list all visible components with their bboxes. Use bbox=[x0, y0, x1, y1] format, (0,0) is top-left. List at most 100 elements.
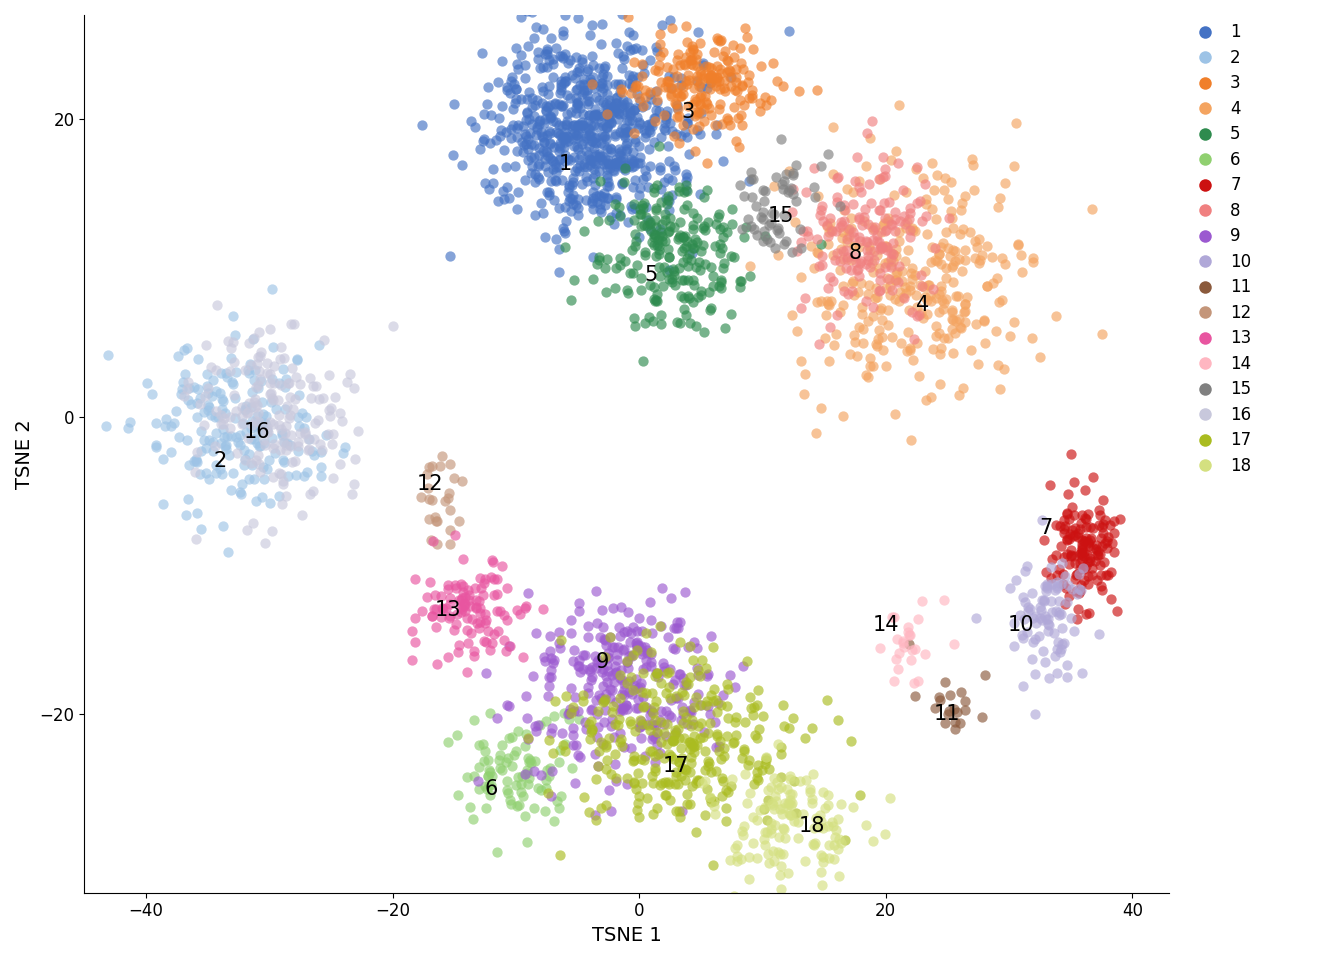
Point bbox=[673, 240, 695, 255]
Point bbox=[836, 242, 857, 257]
Point bbox=[421, 492, 442, 507]
Point bbox=[293, 420, 314, 436]
Point bbox=[866, 280, 887, 296]
Point bbox=[656, 108, 677, 123]
Point bbox=[254, 417, 276, 432]
Point bbox=[218, 334, 239, 349]
Point bbox=[1058, 557, 1079, 572]
Point bbox=[477, 768, 499, 783]
Point bbox=[581, 703, 602, 718]
Point bbox=[288, 443, 309, 458]
Point bbox=[888, 258, 910, 274]
Point bbox=[831, 835, 852, 851]
Point bbox=[602, 667, 624, 683]
Point bbox=[606, 154, 628, 169]
Point bbox=[827, 169, 848, 184]
Point bbox=[1035, 583, 1056, 598]
Point bbox=[673, 272, 695, 287]
Point bbox=[585, 106, 606, 121]
Point bbox=[910, 267, 931, 282]
Point bbox=[589, 252, 610, 268]
Point bbox=[738, 67, 759, 83]
Point bbox=[1070, 546, 1091, 562]
Point bbox=[646, 178, 668, 193]
Point bbox=[155, 419, 176, 434]
Point bbox=[911, 278, 933, 294]
Point bbox=[535, 102, 556, 117]
Point bbox=[505, 91, 527, 107]
Point bbox=[226, 445, 247, 461]
Point bbox=[640, 722, 661, 737]
Point bbox=[876, 270, 898, 285]
Point bbox=[626, 803, 648, 818]
Point bbox=[482, 555, 504, 570]
Point bbox=[644, 730, 665, 745]
Point bbox=[594, 100, 616, 115]
Point bbox=[800, 781, 821, 797]
Point bbox=[945, 714, 966, 730]
Point bbox=[716, 53, 738, 68]
Point bbox=[531, 124, 552, 139]
Point bbox=[500, 121, 521, 136]
Point bbox=[585, 89, 606, 105]
Point bbox=[667, 690, 688, 706]
Point bbox=[696, 667, 718, 683]
Point bbox=[599, 140, 621, 156]
Point bbox=[249, 363, 270, 378]
Point bbox=[685, 824, 707, 839]
Point bbox=[458, 588, 480, 603]
Point bbox=[754, 825, 775, 840]
Point bbox=[439, 596, 461, 612]
Point bbox=[875, 255, 896, 271]
Point bbox=[620, 103, 641, 118]
Point bbox=[672, 804, 694, 819]
Point bbox=[723, 734, 745, 750]
Point bbox=[870, 172, 891, 187]
Point bbox=[1030, 611, 1051, 626]
Point bbox=[418, 512, 439, 527]
Text: 8: 8 bbox=[848, 243, 862, 263]
Point bbox=[771, 806, 793, 822]
Point bbox=[523, 31, 544, 46]
Point bbox=[563, 703, 585, 718]
Point bbox=[675, 182, 696, 198]
Point bbox=[582, 195, 603, 210]
Point bbox=[622, 647, 644, 662]
Point bbox=[581, 129, 602, 144]
Point bbox=[1009, 608, 1031, 623]
Point bbox=[470, 581, 492, 596]
Point bbox=[767, 736, 789, 752]
Point bbox=[477, 752, 499, 767]
Point bbox=[710, 34, 731, 49]
Point bbox=[422, 459, 444, 474]
Point bbox=[672, 707, 694, 722]
Point bbox=[828, 841, 849, 856]
Point bbox=[185, 531, 207, 546]
Point bbox=[862, 359, 883, 374]
Point bbox=[640, 654, 661, 669]
Point bbox=[176, 432, 198, 447]
Point bbox=[694, 70, 715, 85]
Point bbox=[575, 169, 597, 184]
Point bbox=[478, 181, 500, 197]
Point bbox=[226, 403, 247, 419]
Point bbox=[675, 178, 696, 193]
Point bbox=[177, 491, 199, 506]
Point bbox=[828, 712, 849, 728]
Point bbox=[685, 73, 707, 88]
Point bbox=[571, 118, 593, 133]
Point bbox=[843, 184, 864, 200]
Text: 18: 18 bbox=[798, 816, 825, 836]
Point bbox=[574, 72, 595, 87]
Point bbox=[1070, 521, 1091, 537]
Point bbox=[884, 224, 906, 239]
Point bbox=[683, 205, 704, 221]
Point bbox=[556, 56, 578, 71]
Point bbox=[536, 46, 558, 61]
Point bbox=[848, 320, 870, 335]
Point bbox=[542, 655, 563, 670]
Point bbox=[438, 577, 460, 592]
Point bbox=[548, 201, 570, 216]
Point bbox=[418, 492, 439, 507]
Point bbox=[741, 700, 762, 715]
